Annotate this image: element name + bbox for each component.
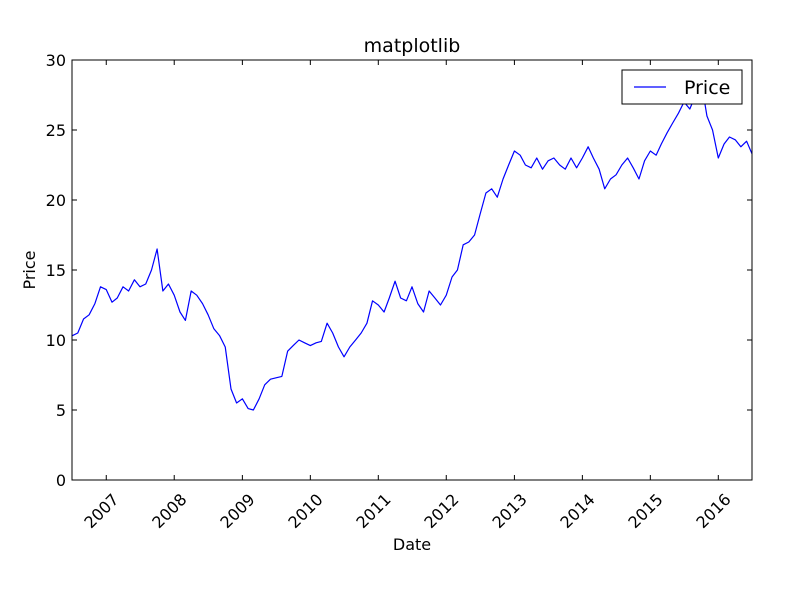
y-tick-label: 5	[56, 401, 66, 420]
y-tick-label: 20	[46, 191, 66, 210]
y-tick-label: 30	[46, 51, 66, 70]
y-tick-label: 0	[56, 471, 66, 490]
legend-label: Price	[684, 77, 730, 99]
x-tick-label: 2014	[556, 490, 598, 532]
x-tick-label: 2016	[692, 490, 734, 532]
x-tick-label: 2007	[80, 490, 122, 532]
x-tick-label: 2009	[216, 490, 258, 532]
y-tick-label: 15	[46, 261, 66, 280]
x-tick-label: 2008	[148, 490, 190, 532]
x-tick-label: 2015	[624, 490, 666, 532]
plot-frame	[71, 59, 753, 481]
x-tick-label: 2012	[420, 490, 462, 532]
y-axis-label: Price	[20, 250, 39, 289]
chart-title: matplotlib	[364, 35, 461, 57]
x-tick-label: 2013	[488, 490, 530, 532]
plot-data-layer	[71, 80, 753, 411]
x-axis-label: Date	[393, 535, 431, 554]
y-tick-label: 10	[46, 331, 66, 350]
y-tick-label: 25	[46, 121, 66, 140]
price-line	[71, 80, 753, 411]
x-tick-label: 2010	[284, 490, 326, 532]
legend: Price	[621, 69, 743, 105]
x-tick-label: 2011	[352, 490, 394, 532]
